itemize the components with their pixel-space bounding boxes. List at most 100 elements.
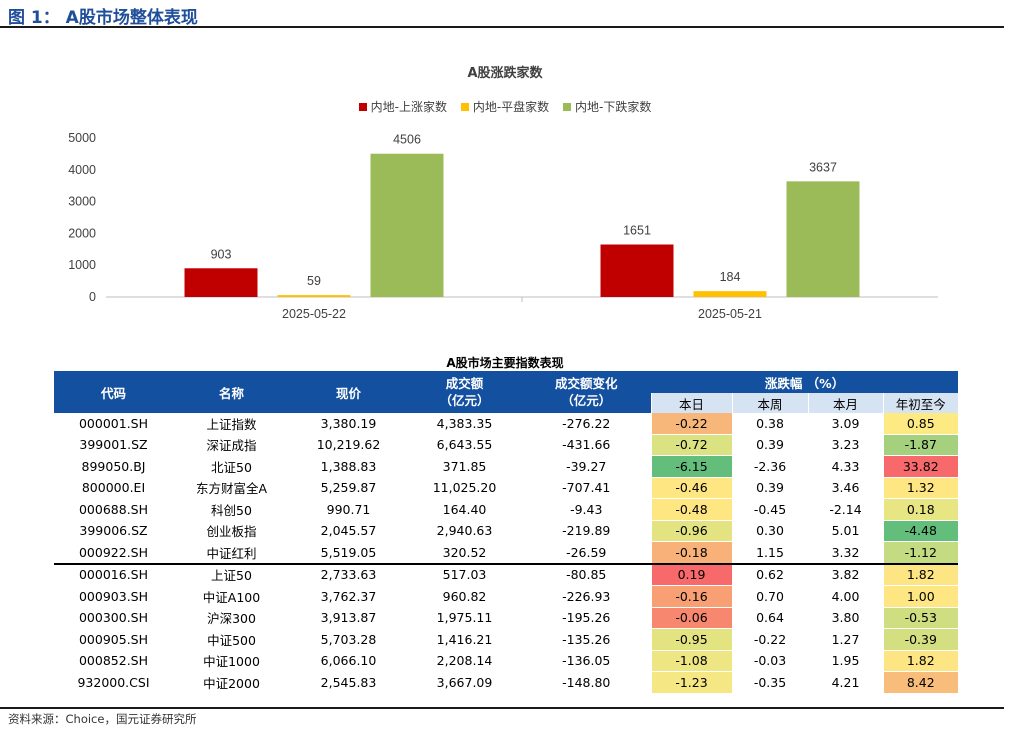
cell-price: 5,703.28 xyxy=(290,628,407,651)
chart-legend: 内地-上涨家数 内地-平盘家数 内地-下跌家数 xyxy=(0,98,1010,115)
legend-swatch-down xyxy=(563,103,571,111)
table-row: 899050.BJ 北证50 1,388.83 371.85 -39.27 -6.15 -2… xyxy=(54,455,959,478)
cell-code: 000852.SH xyxy=(54,650,173,672)
cell-week: -0.22 xyxy=(731,628,808,651)
cell-turnover: 2,208.14 xyxy=(407,650,522,672)
y-tick-label: 5000 xyxy=(68,131,96,145)
cell-ytd: 0.85 xyxy=(882,413,959,435)
cell-day: -0.72 xyxy=(650,434,732,456)
cell-name: 中证1000 xyxy=(173,650,290,672)
cell-turnover: 11,025.20 xyxy=(407,477,522,499)
cell-price: 2,545.83 xyxy=(290,671,407,694)
cell-turnover: 1,975.11 xyxy=(407,607,522,629)
cell-turnover: 960.82 xyxy=(407,585,522,608)
cell-month: 3.23 xyxy=(807,434,883,456)
cell-price: 3,380.19 xyxy=(290,413,407,435)
legend-label-flat: 内地-平盘家数 xyxy=(472,100,550,114)
table-row: 000001.SH 上证指数 3,380.19 4,383.35 -276.22 -0.2… xyxy=(54,413,959,435)
table-row: 932000.CSI 中证2000 2,545.83 3,667.09 -148.80-… xyxy=(54,671,959,694)
header-day: 本日 xyxy=(650,393,732,413)
header-turnover-change: 成交额变化 （亿元） xyxy=(522,371,651,413)
cell-code: 399006.SZ xyxy=(54,520,173,542)
cell-month: 4.00 xyxy=(807,585,883,608)
cell-price: 6,066.10 xyxy=(290,650,407,672)
cell-week: 0.38 xyxy=(731,413,808,435)
header-price: 现价 xyxy=(290,371,407,413)
legend-item-down: 内地-下跌家数 xyxy=(563,98,651,115)
cell-ytd: -0.39 xyxy=(882,628,959,651)
cell-code: 000903.SH xyxy=(54,585,173,608)
cell-ytd: 1.32 xyxy=(882,477,959,499)
table-row: 000688.SH 科创50 990.71 164.40 -9.43 -0.48 -0.45… xyxy=(54,498,959,521)
legend-item-up: 内地-上涨家数 xyxy=(358,98,447,115)
cell-change: -431.66 xyxy=(522,434,651,456)
cell-change: -276.22 xyxy=(522,413,651,435)
cell-change: -26.59 xyxy=(522,541,651,564)
bar-chart: 0 1000 2000 3000 4000 5000 903 59 4506 2025-05-22… xyxy=(68,131,938,321)
source-note: 资料来源：Choice，国元证券研究所 xyxy=(8,712,197,726)
bar-down xyxy=(786,181,860,297)
cell-change: -195.26 xyxy=(522,607,651,629)
y-tick-label: 2000 xyxy=(68,226,96,240)
table-row: 000016.SH 上证50 2,733.63 517.03 -80.85 0.19 0.6… xyxy=(54,562,959,586)
cell-name: 东方财富全A xyxy=(173,477,290,499)
cell-ytd: 8.42 xyxy=(882,671,959,694)
bar-up xyxy=(600,244,674,297)
cell-week: 0.39 xyxy=(731,434,808,456)
x-category-label: 2025-05-22 xyxy=(282,307,346,321)
chart-title: A股涨跌家数 xyxy=(467,66,543,81)
cell-price: 990.71 xyxy=(290,498,407,521)
cell-day: -0.06 xyxy=(650,607,732,629)
cell-turnover: 371.85 xyxy=(407,455,522,478)
cell-day: -0.95 xyxy=(650,628,732,651)
cell-turnover: 4,383.35 xyxy=(407,413,522,435)
header-code: 代码 xyxy=(54,371,173,413)
cell-change: -39.27 xyxy=(522,455,651,478)
cell-day: -0.46 xyxy=(650,477,732,499)
legend-item-flat: 内地-平盘家数 xyxy=(460,98,550,115)
cell-day: -1.23 xyxy=(650,671,732,694)
cell-price: 2,733.63 xyxy=(290,562,407,586)
cell-week: 0.39 xyxy=(731,477,808,499)
header-month: 本月 xyxy=(807,393,883,413)
data-label: 184 xyxy=(720,270,741,284)
data-label: 903 xyxy=(211,247,232,261)
x-category-label: 2025-05-21 xyxy=(698,307,762,321)
cell-price: 5,519.05 xyxy=(290,541,407,564)
cell-change: -80.85 xyxy=(522,562,651,586)
cell-turnover: 2,940.63 xyxy=(407,520,522,542)
cell-change: -707.41 xyxy=(522,477,651,499)
cell-change: -135.26 xyxy=(522,628,651,651)
cell-ytd: 1.82 xyxy=(882,562,959,586)
bar-flat xyxy=(693,291,767,297)
data-label: 1651 xyxy=(623,223,651,237)
cell-day: -0.22 xyxy=(650,413,732,435)
cell-week: 1.15 xyxy=(731,541,808,564)
figure-title: 图 1： A股市场整体表现 xyxy=(8,8,198,28)
cell-turnover: 517.03 xyxy=(407,562,522,586)
cell-code: 899050.BJ xyxy=(54,455,173,478)
cell-week: -2.36 xyxy=(731,455,808,478)
cell-day: -0.18 xyxy=(650,541,732,564)
cell-change: -136.05 xyxy=(522,650,651,672)
cell-name: 创业板指 xyxy=(173,520,290,542)
cell-week: -0.45 xyxy=(731,498,808,521)
header-name: 名称 xyxy=(173,371,290,413)
cell-month: -2.14 xyxy=(807,498,883,521)
cell-name: 深证成指 xyxy=(173,434,290,456)
cell-name: 中证A100 xyxy=(173,585,290,608)
cell-turnover: 1,416.21 xyxy=(407,628,522,651)
legend-swatch-up xyxy=(358,103,367,111)
legend-label-up: 内地-上涨家数 xyxy=(370,100,447,114)
cell-week: 0.70 xyxy=(731,585,808,608)
cell-ytd: -1.12 xyxy=(882,541,959,564)
cell-code: 000905.SH xyxy=(54,628,173,651)
cell-price: 1,388.83 xyxy=(290,455,407,478)
index-table: 代码 名称 现价 成交额 （亿元） 成交额变化 （亿元） 涨跌幅 （%） 本日 … xyxy=(54,371,959,694)
cell-name: 中证2000 xyxy=(173,671,290,694)
cell-day: -0.96 xyxy=(650,520,732,542)
table-row: 000852.SH 中证1000 6,066.10 2,208.14 -136.05 -1… xyxy=(54,650,959,672)
cell-price: 10,219.62 xyxy=(290,434,407,456)
cell-change: -9.43 xyxy=(522,498,651,521)
table-title: A股市场主要指数表现 xyxy=(446,356,564,370)
